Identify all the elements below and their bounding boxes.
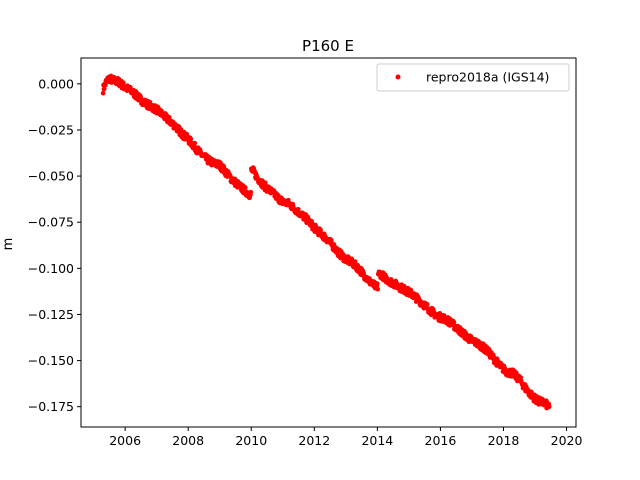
data-point: [367, 276, 372, 281]
data-point: [401, 283, 407, 289]
plot-points: [100, 73, 552, 411]
data-point: [188, 136, 194, 142]
y-tick-label: −0.050: [28, 169, 74, 184]
data-point: [248, 189, 254, 195]
data-point: [101, 86, 107, 92]
legend-marker: [395, 74, 401, 80]
y-tick-label: −0.125: [28, 307, 74, 322]
legend-label: repro2018a (IGS14): [426, 70, 549, 85]
chart-title: P160 E: [302, 37, 354, 55]
y-tick-label: −0.100: [28, 261, 74, 276]
data-point: [451, 320, 457, 325]
data-point: [546, 404, 552, 410]
x-tick-label: 2016: [425, 433, 457, 448]
axes-ticks: 2006 2008 2010 2012 2014 2016 2018 2020 0.000 −0.…: [28, 76, 583, 448]
plot-area-frame: [80, 57, 577, 428]
y-tick-label: −0.025: [28, 122, 74, 137]
data-point: [120, 80, 126, 85]
data-point: [192, 140, 198, 146]
data-point: [352, 259, 358, 264]
y-tick-label: −0.075: [28, 215, 74, 230]
x-tick-label: 2010: [235, 433, 267, 448]
legend-box: [376, 63, 570, 92]
data-point: [103, 82, 108, 88]
data-point: [166, 114, 172, 120]
x-tick-label: 2012: [298, 433, 330, 448]
x-tick-label: 2008: [172, 433, 204, 448]
data-point: [375, 281, 380, 287]
legend: repro2018a (IGS14): [376, 63, 570, 92]
x-tick-label: 2006: [109, 433, 141, 448]
y-tick-label: −0.175: [28, 399, 74, 414]
data-point: [513, 370, 519, 376]
data-point: [243, 185, 248, 190]
data-point: [424, 302, 430, 307]
y-axis-label: m: [1, 238, 16, 251]
data-point: [375, 286, 381, 292]
data-point: [296, 206, 301, 212]
y-tick-label: 0.000: [38, 76, 74, 91]
x-tick-label: 2020: [551, 433, 583, 448]
y-tick-label: −0.150: [28, 353, 74, 368]
data-point: [100, 90, 106, 96]
x-tick-label: 2014: [361, 433, 393, 448]
x-tick-label: 2018: [488, 433, 520, 448]
